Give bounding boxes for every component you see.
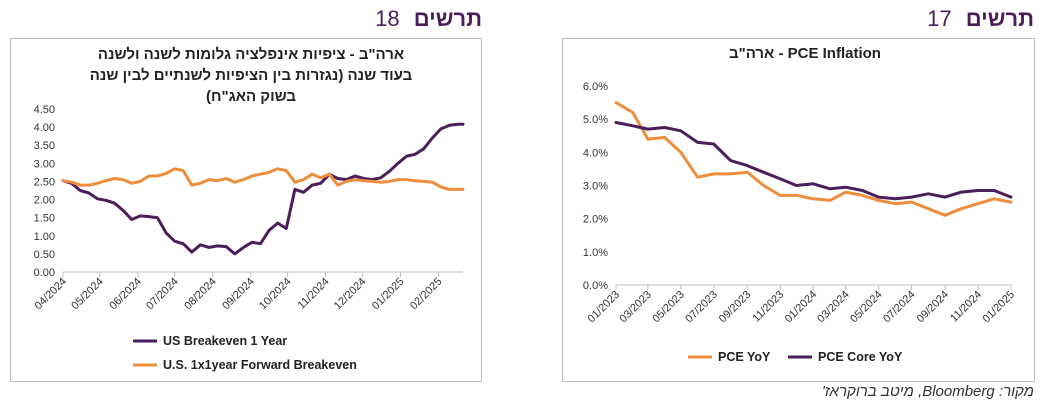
x-tick-label: 01/2025: [981, 289, 1018, 326]
x-tick-label: 09/2023: [717, 289, 754, 326]
chart-title-line: ארה"ב - ציפיות אינפלציה גלומות לשנה ולשנ…: [98, 46, 404, 63]
figure-label: תרשים: [965, 6, 1034, 31]
x-tick-label: 09/2024: [220, 276, 257, 313]
y-tick-label: 3.50: [34, 140, 55, 152]
x-tick-label: 04/2024: [33, 276, 70, 313]
x-tick-label: 01/2025: [370, 276, 407, 313]
y-tick-label: 1.50: [34, 213, 55, 225]
y-tick-label: 1.0%: [583, 247, 608, 259]
figure-title-17: תרשים 17: [927, 6, 1034, 32]
y-tick-label: 2.0%: [583, 214, 608, 226]
y-tick-label: 3.00: [34, 158, 55, 170]
x-tick-label: 11/2023: [750, 289, 786, 325]
x-tick-label: 07/2024: [144, 276, 181, 313]
x-tick-label: 02/2025: [408, 276, 445, 313]
series-line: [614, 121, 1013, 201]
x-tick-label: 03/2024: [815, 289, 852, 326]
series-line: [61, 167, 465, 191]
x-tick-label: 11/2024: [948, 289, 984, 325]
chart-title-line: בשוק האג"ח): [206, 88, 296, 105]
legend-label: U.S. 1x1year Forward Breakeven: [163, 358, 357, 372]
x-tick-label: 06/2024: [107, 276, 144, 313]
breakeven-chart: ארה"ב - ציפיות אינפלציה גלומות לשנה ולשנ…: [33, 46, 465, 372]
x-tick-label: 09/2024: [915, 289, 952, 326]
y-tick-label: 2.50: [34, 176, 55, 188]
breakeven-chart-panel: ארה"ב - ציפיות אינפלציה גלומות לשנה ולשנ…: [10, 38, 482, 382]
y-tick-label: 5.0%: [583, 114, 608, 126]
figure-title-18: תרשים 18: [375, 6, 482, 32]
y-tick-label: 3.0%: [583, 181, 608, 193]
x-tick-label: 05/2023: [650, 289, 687, 326]
legend-label: US Breakeven 1 Year: [163, 334, 287, 348]
x-tick-label: 05/2024: [69, 276, 106, 313]
legend-label: PCE Core YoY: [818, 350, 903, 364]
figure-number: 18: [375, 6, 400, 31]
x-tick-label: 05/2024: [848, 289, 885, 326]
figure-number: 17: [927, 6, 952, 31]
x-tick-label: 01/2023: [586, 289, 623, 326]
pce-chart-panel: PCE Inflation - ארה"ב 0.0% 1.0% 2.0% 3.0% 4.0…: [562, 38, 1035, 382]
x-tick-label: 01/2024: [783, 289, 820, 326]
series-line: [61, 122, 465, 256]
x-tick-label: 08/2024: [182, 276, 219, 313]
y-tick-label: 4.50: [34, 104, 55, 116]
figure-label: תרשים: [413, 6, 482, 31]
y-tick-label: 0.00: [34, 267, 55, 279]
y-tick-label: 4.00: [34, 122, 55, 134]
y-tick-label: 2.00: [34, 195, 55, 207]
x-tick-label: 03/2023: [617, 289, 654, 326]
y-tick-label: 6.0%: [583, 81, 608, 93]
y-tick-label: 1.00: [34, 231, 55, 243]
source-note: מקור: Bloomberg, מיטב ברוקראז': [821, 383, 1034, 400]
x-tick-label: 11/2024: [296, 276, 332, 312]
pce-chart: PCE Inflation - ארה"ב 0.0% 1.0% 2.0% 3.0% 4.0…: [583, 45, 1018, 364]
y-tick-label: 4.0%: [583, 147, 608, 159]
series-line: [614, 101, 1013, 217]
y-tick-label: 0.50: [34, 249, 55, 261]
chart-title-line: PCE Inflation - ארה"ב: [729, 45, 881, 62]
x-tick-label: 07/2024: [881, 289, 918, 326]
legend-label: PCE YoY: [718, 350, 771, 364]
x-tick-label: 10/2024: [257, 276, 294, 313]
chart-title-line: בעוד שנה (נגזרות בין הציפיות לשנתיים לבי…: [90, 67, 413, 84]
x-tick-label: 12/2024: [332, 276, 369, 313]
x-tick-label: 07/2023: [683, 289, 720, 326]
y-tick-label: 0.0%: [583, 280, 608, 292]
